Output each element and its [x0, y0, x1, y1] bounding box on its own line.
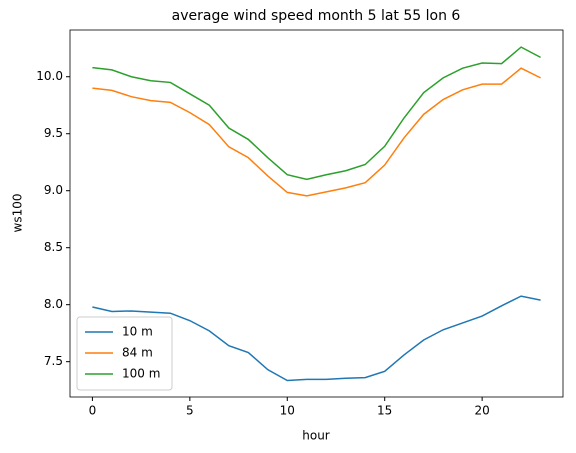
y-tick-label: 9.5 [44, 126, 63, 140]
y-tick-label: 10.0 [36, 69, 63, 83]
legend-label: 10 m [122, 325, 153, 339]
legend-box [76, 316, 173, 391]
x-tick-label: 10 [280, 404, 295, 418]
x-tick-label: 15 [377, 404, 392, 418]
chart-title: average wind speed month 5 lat 55 lon 6 [172, 8, 461, 24]
line [92, 67, 541, 197]
x-axis-label: hour [302, 429, 330, 443]
x-tick-label: 20 [474, 404, 489, 418]
y-tick-label: 9.0 [44, 183, 63, 197]
legend-label: 100 m [122, 367, 160, 381]
y-tick-label: 8.0 [44, 297, 63, 311]
legend-label: 84 m [122, 346, 153, 360]
plot-frame [69, 29, 564, 398]
y-tick-label: 8.5 [44, 240, 63, 254]
line [92, 295, 541, 382]
legend: 10 m 84 m 100 m [76, 316, 173, 391]
x-tick-label: 0 [89, 404, 97, 418]
x-tick-label: 5 [186, 404, 194, 418]
line [92, 46, 541, 181]
y-axis-label: ws100 [11, 194, 25, 233]
y-tick-label: 7.5 [44, 354, 63, 368]
